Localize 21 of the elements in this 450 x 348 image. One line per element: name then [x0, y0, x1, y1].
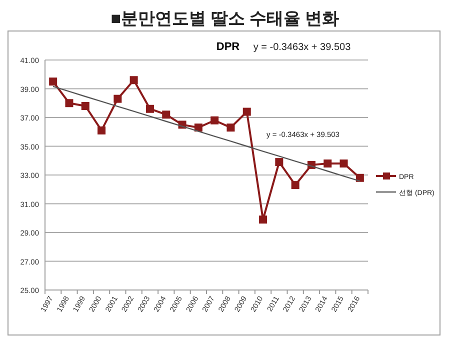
point: [130, 76, 138, 84]
point: [114, 94, 122, 103]
point: [275, 158, 284, 166]
point: [162, 110, 170, 119]
point: [146, 104, 154, 113]
point: [291, 181, 300, 190]
chart-subtitle: DPR: [216, 41, 240, 53]
point: [242, 108, 251, 116]
point: [65, 99, 74, 108]
point: [210, 116, 219, 124]
point: [259, 216, 268, 224]
chart-title: ■분만연도별 딸소 수태율 변화: [110, 9, 340, 28]
point: [194, 124, 202, 132]
point: [81, 102, 90, 110]
point: [356, 174, 364, 182]
point: [226, 124, 235, 132]
text: y = -0.3463x + 39.503: [253, 42, 352, 53]
point: [324, 160, 332, 168]
point: [98, 126, 106, 134]
point: [49, 78, 58, 86]
point: [340, 160, 348, 168]
